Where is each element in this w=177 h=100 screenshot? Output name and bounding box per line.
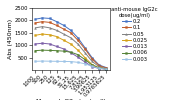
0.1 (77, 40, 79, 41)
0.025 (56, 36, 58, 37)
0.1 (98, 65, 100, 66)
Line: 0.013: 0.013 (35, 42, 107, 70)
0.1 (70, 32, 72, 33)
0.2 (77, 37, 79, 38)
0.025 (70, 43, 72, 45)
0.05 (63, 33, 65, 35)
0.2 (91, 57, 93, 58)
0.05 (48, 27, 51, 28)
0.05 (70, 37, 72, 38)
0.2 (98, 64, 100, 66)
0.003 (84, 63, 86, 64)
0.013 (56, 46, 58, 47)
Line: 0.2: 0.2 (35, 17, 107, 68)
0.025 (63, 40, 65, 41)
0.006 (63, 51, 65, 52)
0.013 (84, 62, 86, 63)
0.013 (34, 43, 36, 45)
0.2 (84, 47, 86, 48)
0.006 (84, 59, 86, 60)
0.013 (48, 43, 51, 45)
0.2 (70, 30, 72, 31)
0.025 (34, 35, 36, 36)
0.05 (105, 68, 107, 69)
0.006 (56, 50, 58, 51)
0.2 (41, 17, 44, 18)
0.003 (70, 61, 72, 62)
0.2 (56, 21, 58, 22)
0.025 (84, 57, 86, 58)
0.013 (63, 48, 65, 50)
0.2 (48, 18, 51, 19)
Line: 0.1: 0.1 (35, 21, 107, 69)
0.003 (34, 61, 36, 62)
0.025 (105, 68, 107, 70)
Y-axis label: Abs (450nm): Abs (450nm) (8, 19, 13, 59)
0.003 (98, 68, 100, 69)
Line: 0.025: 0.025 (35, 33, 107, 70)
0.05 (34, 27, 36, 28)
0.006 (98, 67, 100, 69)
0.013 (91, 66, 93, 67)
0.1 (105, 67, 107, 69)
0.013 (105, 68, 107, 70)
0.05 (84, 52, 86, 53)
0.025 (98, 67, 100, 68)
0.025 (48, 34, 51, 35)
0.05 (41, 26, 44, 27)
0.1 (48, 22, 51, 23)
0.013 (77, 56, 79, 58)
0.006 (77, 54, 79, 55)
0.025 (77, 50, 79, 51)
0.003 (91, 66, 93, 67)
0.2 (105, 67, 107, 68)
0.1 (63, 28, 65, 30)
0.003 (63, 61, 65, 62)
0.003 (77, 62, 79, 63)
Line: 0.006: 0.006 (35, 49, 107, 70)
0.2 (63, 25, 65, 26)
0.2 (34, 19, 36, 20)
0.003 (41, 60, 44, 62)
0.003 (56, 61, 58, 62)
0.003 (105, 68, 107, 70)
0.006 (34, 50, 36, 51)
0.003 (48, 61, 51, 62)
0.1 (84, 48, 86, 50)
0.013 (70, 52, 72, 53)
0.013 (98, 68, 100, 69)
0.006 (105, 68, 107, 70)
0.025 (91, 64, 93, 65)
0.006 (70, 52, 72, 53)
0.1 (56, 25, 58, 26)
X-axis label: Mouse IgG2c (ng/well): Mouse IgG2c (ng/well) (36, 99, 106, 100)
Legend: 0.2, 0.1, 0.05, 0.025, 0.013, 0.006, 0.003: 0.2, 0.1, 0.05, 0.025, 0.013, 0.006, 0.0… (111, 7, 158, 62)
0.05 (91, 61, 93, 62)
0.1 (34, 22, 36, 24)
0.05 (56, 30, 58, 31)
Line: 0.05: 0.05 (35, 26, 107, 69)
0.05 (77, 43, 79, 45)
0.025 (41, 33, 44, 35)
0.006 (48, 50, 51, 51)
0.006 (41, 50, 44, 51)
0.006 (91, 64, 93, 66)
0.05 (98, 66, 100, 67)
0.1 (91, 58, 93, 59)
0.1 (41, 21, 44, 22)
0.013 (41, 43, 44, 44)
Line: 0.003: 0.003 (35, 60, 107, 70)
